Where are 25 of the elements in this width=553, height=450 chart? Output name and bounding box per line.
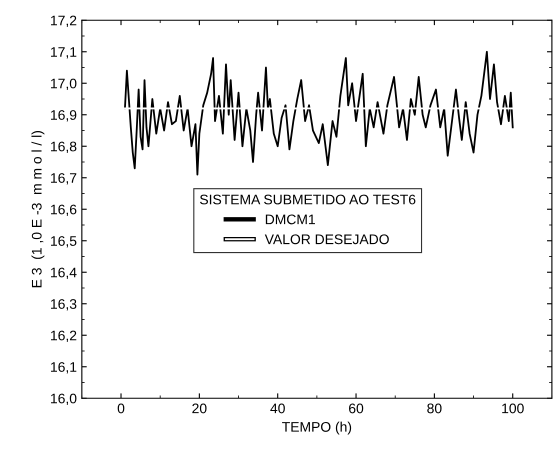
x-axis-title: TEMPO (h) xyxy=(282,422,352,435)
y-tick-label: 17,0 xyxy=(51,78,76,90)
y-tick-label: 16,9 xyxy=(51,110,76,122)
legend-label: DMCM1 xyxy=(266,214,315,224)
y-tick-label: 17,1 xyxy=(51,47,76,59)
x-tick-label: 0 xyxy=(118,403,124,414)
x-tick-label: 20 xyxy=(192,403,207,414)
y-tick-label: 17,2 xyxy=(51,16,76,28)
y-tick-label: 16,7 xyxy=(51,173,76,185)
y-tick-label: 16,2 xyxy=(51,330,76,342)
x-tick-label: 40 xyxy=(270,403,285,414)
legend-label: VALOR DESEJADO xyxy=(264,234,389,244)
x-tick-label: 60 xyxy=(349,403,364,414)
line-series xyxy=(124,50,514,176)
y-tick-label: 16,5 xyxy=(51,236,76,248)
y-tick-label: 16,6 xyxy=(51,204,76,216)
y-tick-label: 16,4 xyxy=(51,268,77,280)
y-tick-label: 16,8 xyxy=(51,142,76,154)
y-tick-label: 16,0 xyxy=(51,394,76,406)
legend-title: SISTEMA SUBMETIDO AO TEST6 xyxy=(200,194,416,204)
y-tick-label: 16,1 xyxy=(51,362,76,374)
y-tick-label: 16,3 xyxy=(51,299,76,311)
x-tick-label: 100 xyxy=(502,403,524,414)
x-tick-label: 80 xyxy=(427,403,442,414)
y-axis-title: E 3 (1 ,0 E -3 m m o l / l) xyxy=(31,131,44,288)
